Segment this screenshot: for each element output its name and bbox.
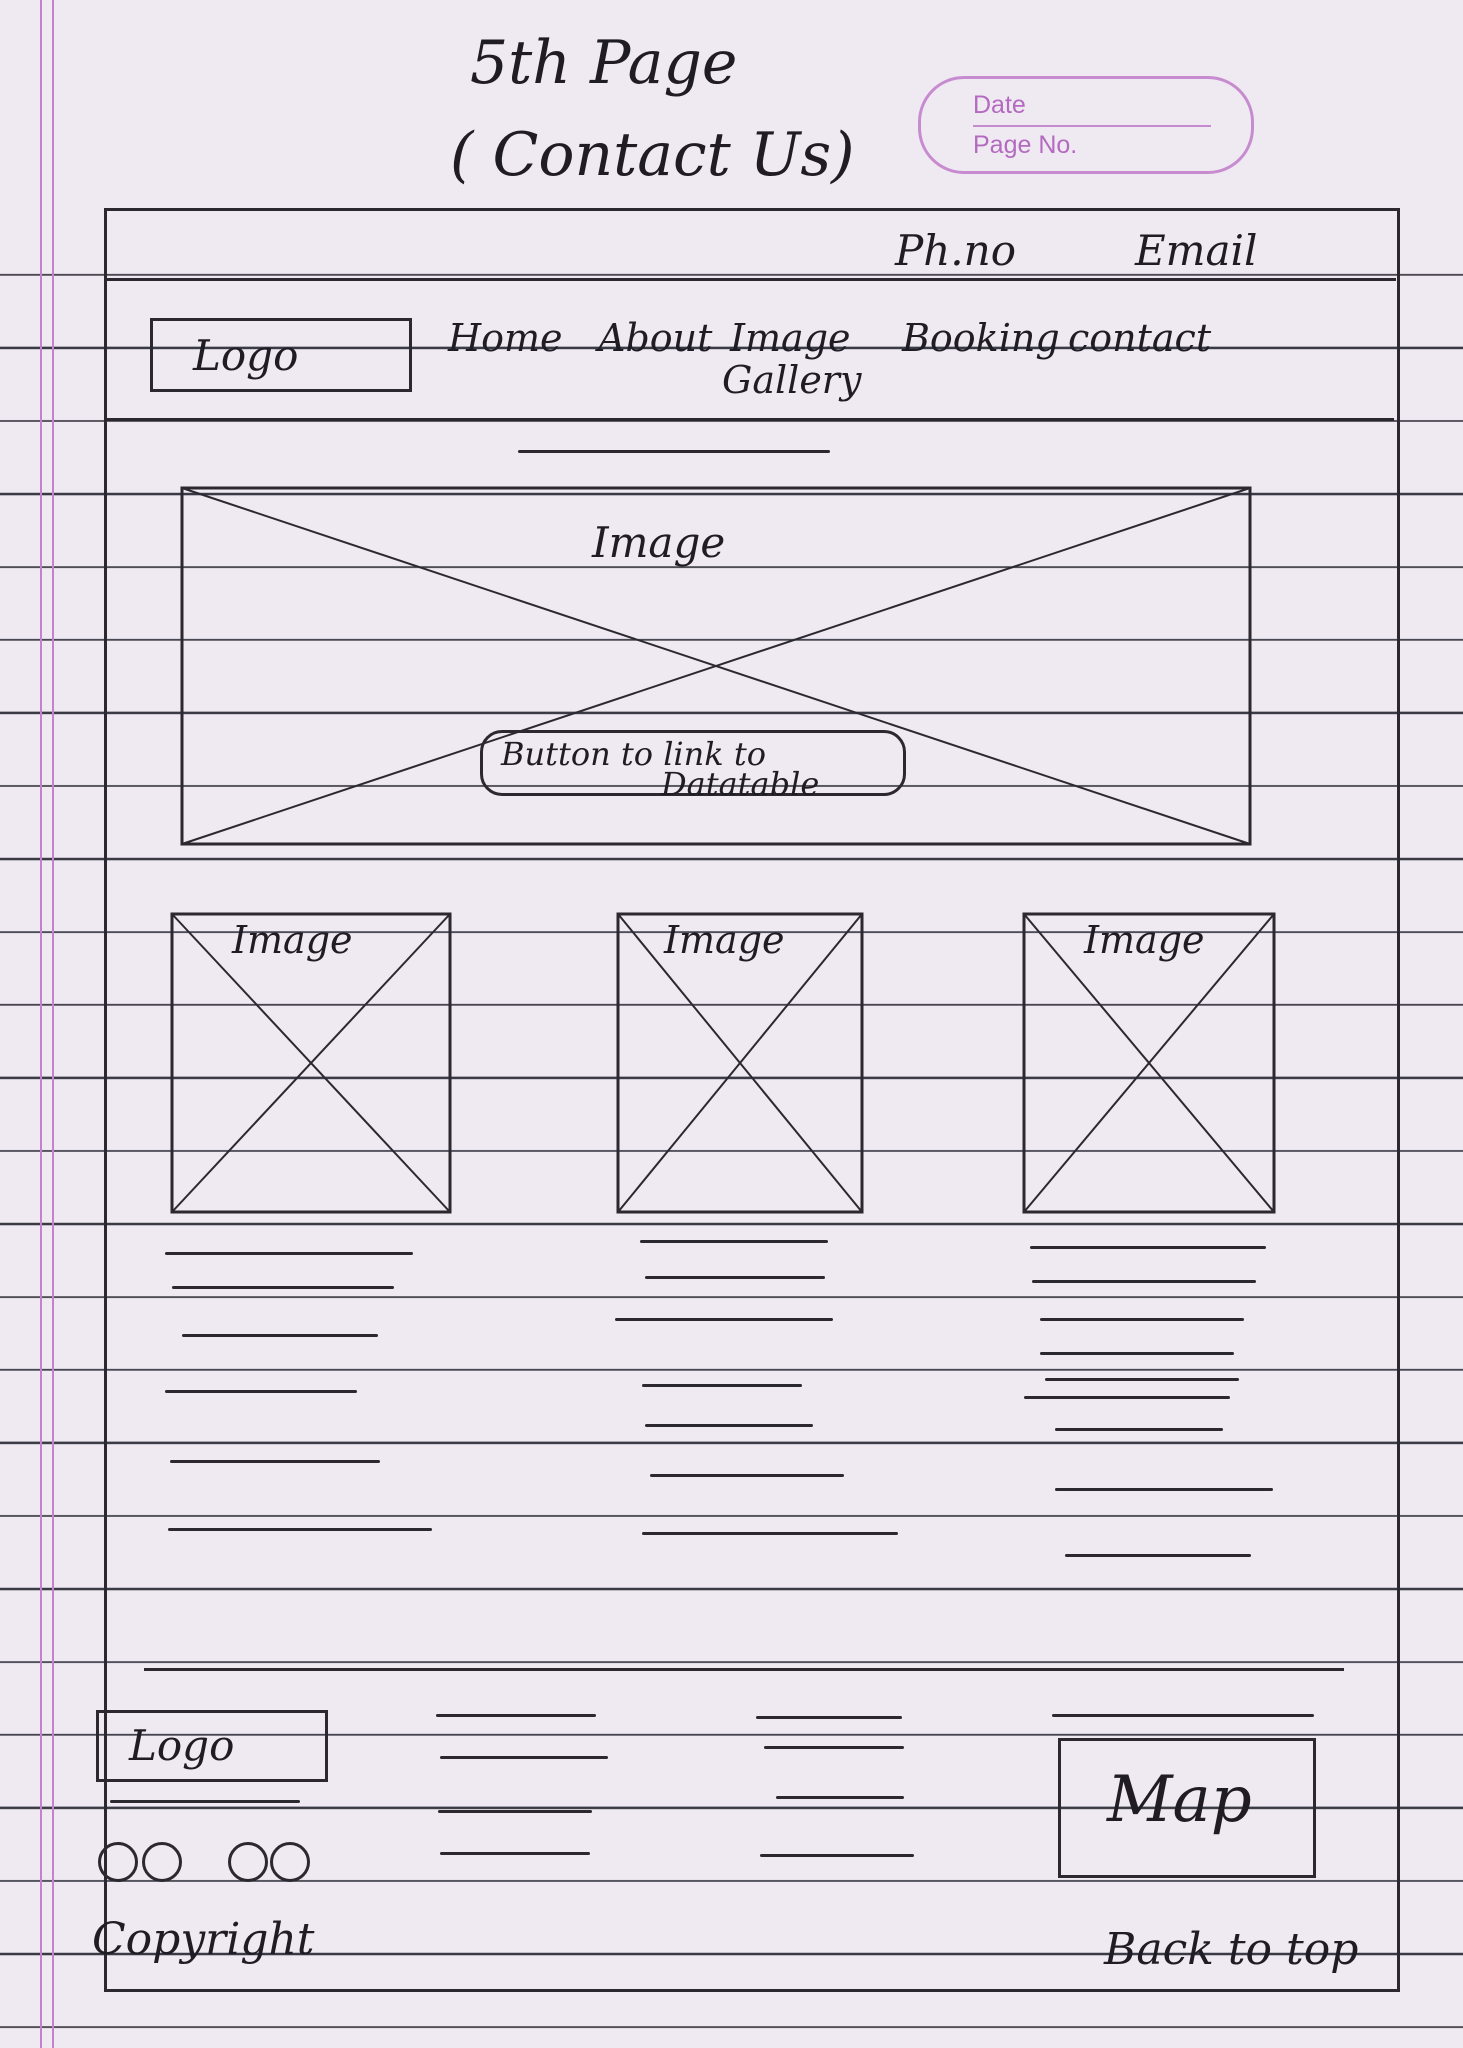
text-stroke bbox=[642, 1532, 898, 1535]
card-image-placeholder: Image bbox=[616, 912, 864, 1214]
social-circle-icon[interactable] bbox=[228, 1842, 268, 1882]
copyright-text: Copyright bbox=[92, 1914, 315, 1965]
text-stroke bbox=[1055, 1488, 1273, 1491]
footer-divider bbox=[144, 1668, 1344, 1671]
footer-logo-box[interactable]: Logo bbox=[96, 1710, 328, 1782]
header-divider bbox=[106, 418, 1394, 421]
text-stroke bbox=[182, 1334, 378, 1337]
footer-map-heading-stroke bbox=[1052, 1714, 1314, 1717]
text-stroke bbox=[168, 1528, 432, 1531]
nav-image[interactable]: Image bbox=[730, 316, 851, 360]
social-circle-icon[interactable] bbox=[142, 1842, 182, 1882]
card-image-cross bbox=[1022, 912, 1276, 1214]
card-image-placeholder: Image bbox=[170, 912, 452, 1214]
map-placeholder[interactable]: Map bbox=[1058, 1738, 1316, 1878]
nav-contact[interactable]: contact bbox=[1068, 316, 1212, 360]
topbar-email[interactable]: Email bbox=[1135, 226, 1258, 275]
header-logo-box[interactable]: Logo bbox=[150, 318, 412, 392]
map-label: Map bbox=[1107, 1763, 1252, 1837]
hero-image-cross bbox=[180, 486, 1252, 846]
card-image-placeholder: Image bbox=[1022, 912, 1276, 1214]
nav-booking[interactable]: Booking bbox=[902, 316, 1060, 360]
text-stroke bbox=[165, 1390, 357, 1393]
margin-line-left-inner bbox=[52, 0, 54, 2048]
footer-link-stroke[interactable] bbox=[776, 1796, 904, 1799]
footer-link-stroke[interactable] bbox=[440, 1756, 608, 1759]
card-image-label: Image bbox=[232, 918, 353, 962]
text-stroke bbox=[170, 1460, 380, 1463]
footer-link-stroke[interactable] bbox=[760, 1854, 914, 1857]
footer-logo: Logo bbox=[129, 1721, 235, 1770]
text-stroke bbox=[642, 1384, 802, 1387]
datatable-button-line1: Button to link to bbox=[501, 735, 766, 773]
text-stroke bbox=[640, 1240, 828, 1243]
text-stroke bbox=[615, 1318, 833, 1321]
wireframe-frame bbox=[104, 208, 1400, 1992]
text-stroke bbox=[645, 1276, 825, 1279]
header-logo: Logo bbox=[193, 331, 299, 380]
text-stroke bbox=[1045, 1378, 1239, 1381]
text-stroke bbox=[1032, 1280, 1256, 1283]
page-no-label: Page No. bbox=[973, 131, 1078, 159]
text-stroke bbox=[1040, 1318, 1244, 1321]
nav-about[interactable]: About bbox=[598, 316, 713, 360]
section-heading-stroke bbox=[518, 450, 830, 453]
nav-gallery[interactable]: Gallery bbox=[722, 358, 862, 402]
hero-image-placeholder: Image bbox=[180, 486, 1252, 846]
text-stroke bbox=[1040, 1352, 1234, 1355]
nav-home[interactable]: Home bbox=[448, 316, 563, 360]
text-stroke bbox=[1065, 1554, 1251, 1557]
date-page-stamp: Date Page No. bbox=[918, 76, 1254, 174]
datatable-link-button[interactable]: Button to link to Datatable bbox=[480, 730, 906, 800]
date-rule bbox=[973, 125, 1211, 127]
page-subtitle: ( Contact Us) bbox=[450, 120, 855, 190]
footer-link-stroke[interactable] bbox=[440, 1852, 590, 1855]
footer-link-stroke[interactable] bbox=[438, 1810, 592, 1813]
text-stroke bbox=[645, 1424, 813, 1427]
card-image-cross bbox=[616, 912, 864, 1214]
date-label: Date bbox=[973, 91, 1026, 119]
card-image-label: Image bbox=[1084, 918, 1205, 962]
back-to-top-link[interactable]: Back to top bbox=[1104, 1924, 1359, 1975]
datatable-button-line2: Datatable bbox=[661, 765, 820, 803]
social-circle-icon[interactable] bbox=[270, 1842, 310, 1882]
text-stroke bbox=[165, 1252, 413, 1255]
card-image-label: Image bbox=[664, 918, 785, 962]
topbar-phone[interactable]: Ph.no bbox=[895, 226, 1016, 275]
margin-line-left bbox=[40, 0, 42, 2048]
text-stroke bbox=[1024, 1396, 1230, 1399]
social-circle-icon[interactable] bbox=[98, 1842, 138, 1882]
footer-link-stroke[interactable] bbox=[756, 1716, 902, 1719]
text-stroke bbox=[1030, 1246, 1266, 1249]
text-stroke bbox=[650, 1474, 844, 1477]
footer-link-stroke[interactable] bbox=[764, 1746, 904, 1749]
hero-image-label: Image bbox=[592, 518, 726, 567]
text-stroke bbox=[1055, 1428, 1223, 1431]
card-image-cross bbox=[170, 912, 452, 1214]
topbar-divider bbox=[106, 278, 1396, 281]
footer-logo-underline bbox=[110, 1800, 300, 1803]
page-title: 5th Page bbox=[470, 28, 738, 98]
footer-link-stroke[interactable] bbox=[436, 1714, 596, 1717]
text-stroke bbox=[172, 1286, 394, 1289]
